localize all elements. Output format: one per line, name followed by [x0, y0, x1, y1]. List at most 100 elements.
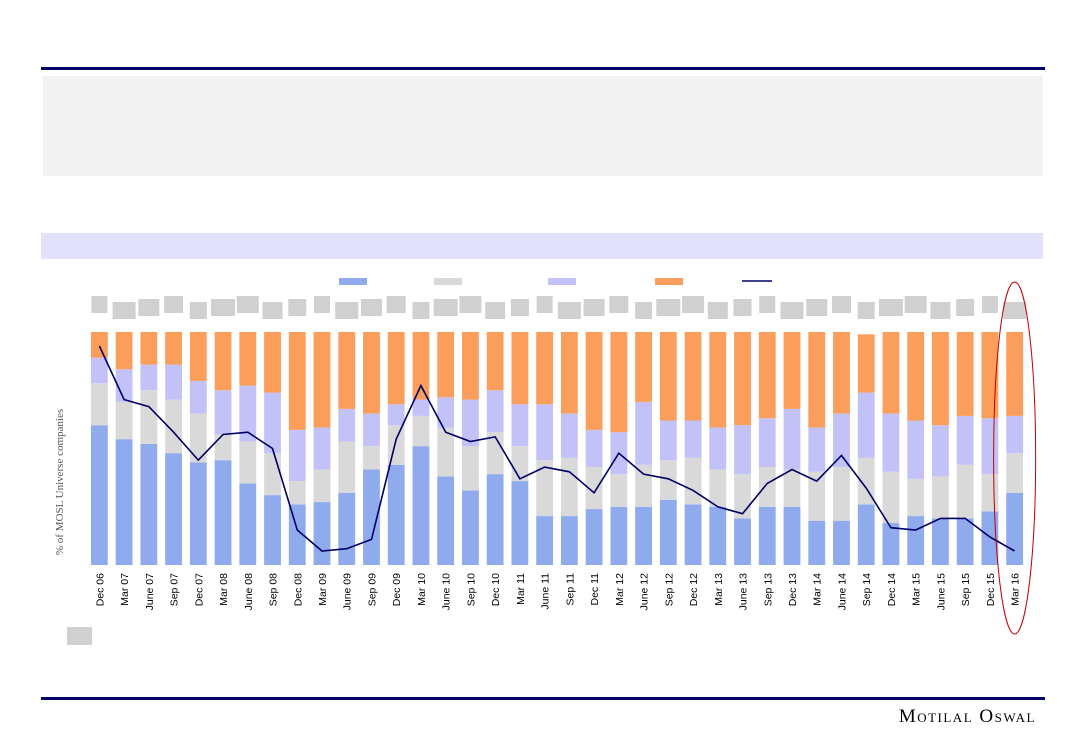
bar-segment-1-4 [189, 462, 207, 565]
x-tick-label-14: June 10 [441, 573, 453, 611]
value-placeholder-24 [682, 296, 705, 313]
bar-segment-1-9 [313, 502, 331, 565]
bar-segment-3-8 [288, 429, 306, 482]
bar-segment-3-1 [115, 369, 133, 402]
bars [90, 332, 1024, 565]
bar-segment-4-6 [239, 332, 257, 386]
bar-segment-4-28 [783, 332, 801, 409]
x-tick-label-10: June 09 [342, 573, 354, 611]
bar-segment-2-0 [90, 383, 108, 426]
x-tick-label-16: Dec 10 [490, 573, 502, 606]
bar-segment-2-6 [239, 441, 257, 484]
bar-segment-1-0 [90, 425, 108, 565]
value-placeholder-15 [459, 296, 482, 313]
bar-segment-4-11 [363, 332, 380, 414]
bar-segment-1-7 [264, 495, 281, 565]
x-tick-label-33: Mar 15 [911, 573, 923, 606]
bar-segment-3-28 [783, 408, 801, 470]
highlight-ellipse [993, 281, 1037, 635]
bar-segment-4-18 [536, 332, 554, 405]
value-placeholder-4 [189, 302, 207, 319]
bar-segment-2-14 [437, 427, 455, 477]
bar-segment-3-7 [264, 392, 281, 454]
bar-segment-2-22 [635, 464, 652, 507]
x-tick-label-25: Mar 13 [713, 573, 725, 606]
bar-segment-3-0 [90, 357, 108, 384]
bar-segment-1-34 [932, 518, 949, 565]
bar-segment-4-13 [412, 332, 430, 400]
x-tick-label-1: Mar 07 [119, 573, 131, 606]
bar-segment-1-15 [462, 490, 479, 565]
bar-segment-1-25 [709, 506, 727, 565]
value-placeholder-30 [831, 296, 851, 313]
x-tick-label-7: Sep 08 [268, 573, 280, 606]
bar-segment-4-1 [115, 332, 133, 370]
bar-segment-2-13 [412, 415, 430, 447]
bar-segment-3-31 [857, 392, 875, 458]
value-placeholder-25 [707, 302, 728, 319]
bar-segment-1-32 [882, 523, 900, 565]
bar-segment-4-21 [610, 332, 628, 433]
bar-segment-4-20 [585, 332, 603, 430]
bar-segment-3-4 [189, 380, 207, 414]
x-tick-label-8: Dec 08 [292, 573, 304, 606]
bar-segment-4-31 [857, 334, 875, 393]
bar-segment-3-18 [536, 404, 554, 461]
bar-segment-2-3 [165, 399, 182, 454]
value-placeholder-0 [91, 296, 108, 313]
bar-segment-4-22 [635, 332, 652, 402]
bar-segment-2-36 [981, 474, 999, 512]
chart-title-band [41, 233, 1043, 259]
bar-segment-4-19 [560, 332, 578, 414]
bar-segment-1-13 [412, 446, 430, 565]
x-tick-label-11: Sep 09 [366, 573, 378, 606]
bar-segment-4-3 [165, 332, 182, 365]
x-tick-label-29: Mar 14 [812, 573, 824, 606]
x-tick-label-9: Mar 09 [317, 573, 329, 606]
value-placeholder-1 [112, 302, 136, 319]
value-placeholder-8 [288, 299, 307, 316]
bar-segment-1-35 [956, 518, 974, 565]
bar-segment-4-17 [511, 332, 529, 405]
bar-segment-4-26 [734, 332, 751, 426]
bar-segment-3-32 [882, 413, 900, 472]
bar-segment-4-16 [486, 332, 504, 391]
bar-segment-4-5 [214, 332, 232, 391]
bar-segment-3-17 [511, 404, 529, 447]
bar-segment-2-33 [907, 478, 925, 517]
bar-segment-1-31 [857, 504, 875, 565]
x-tick-label-30: June 14 [836, 573, 848, 611]
bar-segment-3-6 [239, 385, 257, 442]
bar-segment-1-21 [610, 506, 628, 565]
bar-segment-2-4 [189, 413, 207, 463]
bar-segment-4-15 [462, 332, 479, 400]
bar-segment-1-14 [437, 476, 455, 565]
x-tick-label-34: June 15 [935, 573, 947, 611]
x-tick-label-12: Dec 09 [391, 573, 403, 606]
value-placeholder-27 [759, 296, 776, 313]
bar-segment-3-35 [956, 415, 974, 465]
bar-segment-4-4 [189, 332, 207, 381]
x-tick-label-23: Sep 12 [663, 573, 675, 606]
x-tick-label-22: June 12 [639, 573, 651, 611]
x-tick-label-0: Dec 06 [94, 573, 106, 606]
bar-segment-1-5 [214, 460, 232, 565]
x-tick-label-24: Dec 12 [688, 573, 700, 606]
bar-segment-2-15 [462, 446, 479, 491]
bar-segment-1-8 [288, 504, 306, 565]
bar-segment-4-25 [709, 332, 727, 428]
legend-swatch-2 [434, 278, 462, 285]
bar-segment-3-26 [734, 425, 751, 475]
bar-segment-3-20 [585, 429, 603, 468]
header-panel [43, 76, 1043, 176]
value-placeholder-11 [360, 299, 382, 316]
bar-segment-4-23 [659, 332, 677, 421]
value-placeholder-36 [981, 296, 998, 313]
bar-segment-2-29 [808, 471, 826, 521]
bar-segment-2-35 [956, 464, 974, 519]
x-tick-label-27: Sep 13 [762, 573, 774, 606]
bar-segment-1-6 [239, 483, 257, 565]
bar-segment-4-7 [264, 332, 281, 393]
bar-segment-4-37 [1006, 332, 1024, 416]
